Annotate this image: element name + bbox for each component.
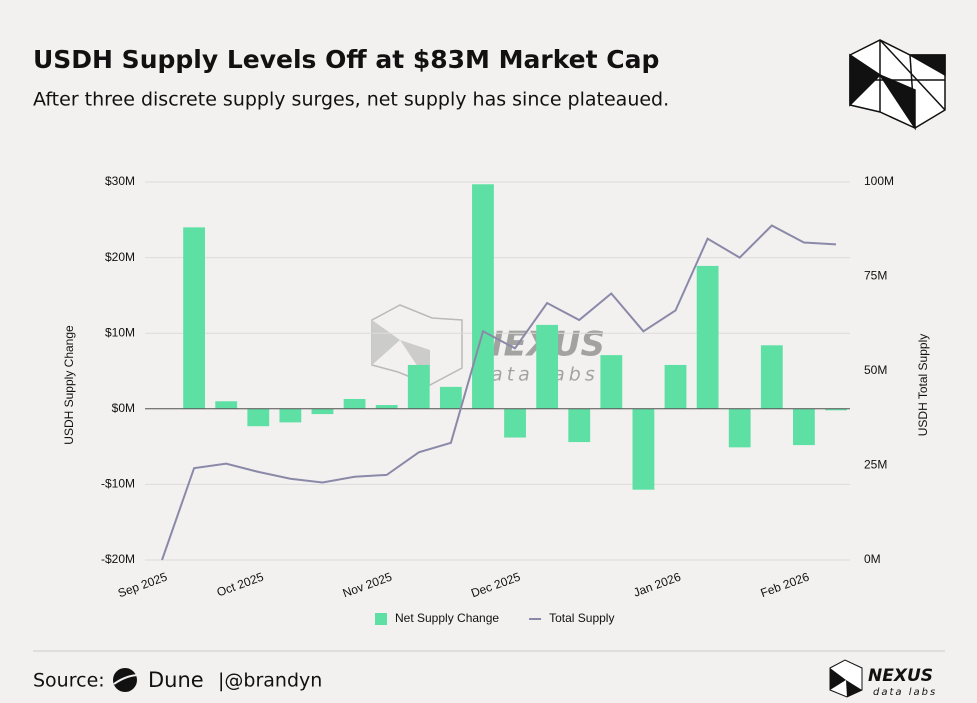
y2-tick-label: 50M bbox=[864, 363, 887, 377]
bar bbox=[632, 408, 655, 490]
bar bbox=[279, 408, 302, 423]
legend-swatch bbox=[375, 613, 387, 625]
bar bbox=[375, 405, 398, 409]
y2-axis-title: USDH Total Supply bbox=[916, 334, 930, 437]
bar bbox=[215, 401, 238, 409]
bar bbox=[472, 184, 494, 409]
footer-brand: NEXUS bbox=[868, 666, 933, 686]
bar bbox=[600, 355, 623, 409]
footer-logo: NEXUS data labs bbox=[829, 659, 937, 698]
y-axis-title: USDH Supply Change bbox=[62, 325, 76, 445]
dune-icon-curve bbox=[113, 674, 138, 685]
bar bbox=[825, 408, 847, 411]
bar bbox=[728, 408, 751, 448]
y-tick-label: $10M bbox=[105, 325, 135, 339]
bar bbox=[247, 408, 270, 427]
bar bbox=[696, 265, 719, 409]
footer-platform: Dune bbox=[148, 668, 204, 692]
y2-tick-label: 25M bbox=[864, 458, 887, 472]
y-tick-label: -$10M bbox=[101, 477, 135, 491]
y2-tick-label: 100M bbox=[864, 174, 894, 188]
bar bbox=[407, 364, 430, 409]
bar bbox=[760, 345, 783, 409]
bar bbox=[311, 408, 334, 415]
bar bbox=[536, 324, 559, 409]
bar bbox=[792, 408, 815, 446]
y2-tick-label: 0M bbox=[864, 552, 881, 566]
legend-label: Total Supply bbox=[549, 611, 614, 625]
logo bbox=[849, 39, 946, 131]
bar bbox=[439, 386, 462, 409]
dune-icon bbox=[113, 668, 137, 692]
watermark-tagline: data labs bbox=[475, 364, 599, 386]
footer-source: Source: bbox=[33, 670, 105, 692]
bar bbox=[504, 408, 526, 438]
y-tick-label: $30M bbox=[105, 174, 135, 188]
footer-handle: |@brandyn bbox=[218, 670, 322, 692]
bar bbox=[568, 408, 591, 443]
footer-brand-tagline: data labs bbox=[873, 687, 937, 698]
y-tick-label: $0M bbox=[112, 401, 135, 415]
line bbox=[161, 224, 837, 561]
y-tick-label: $20M bbox=[105, 250, 135, 264]
bar bbox=[664, 364, 687, 409]
bar bbox=[183, 227, 206, 409]
bar bbox=[343, 398, 366, 409]
legend-label: Net Supply Change bbox=[395, 611, 499, 625]
chart-title: USDH Supply Levels Off at $83M Market Ca… bbox=[33, 45, 659, 74]
y-tick-label: -$20M bbox=[101, 552, 135, 566]
chart-subtitle: After three discrete supply surges, net … bbox=[33, 89, 669, 111]
y2-tick-label: 75M bbox=[864, 269, 887, 283]
